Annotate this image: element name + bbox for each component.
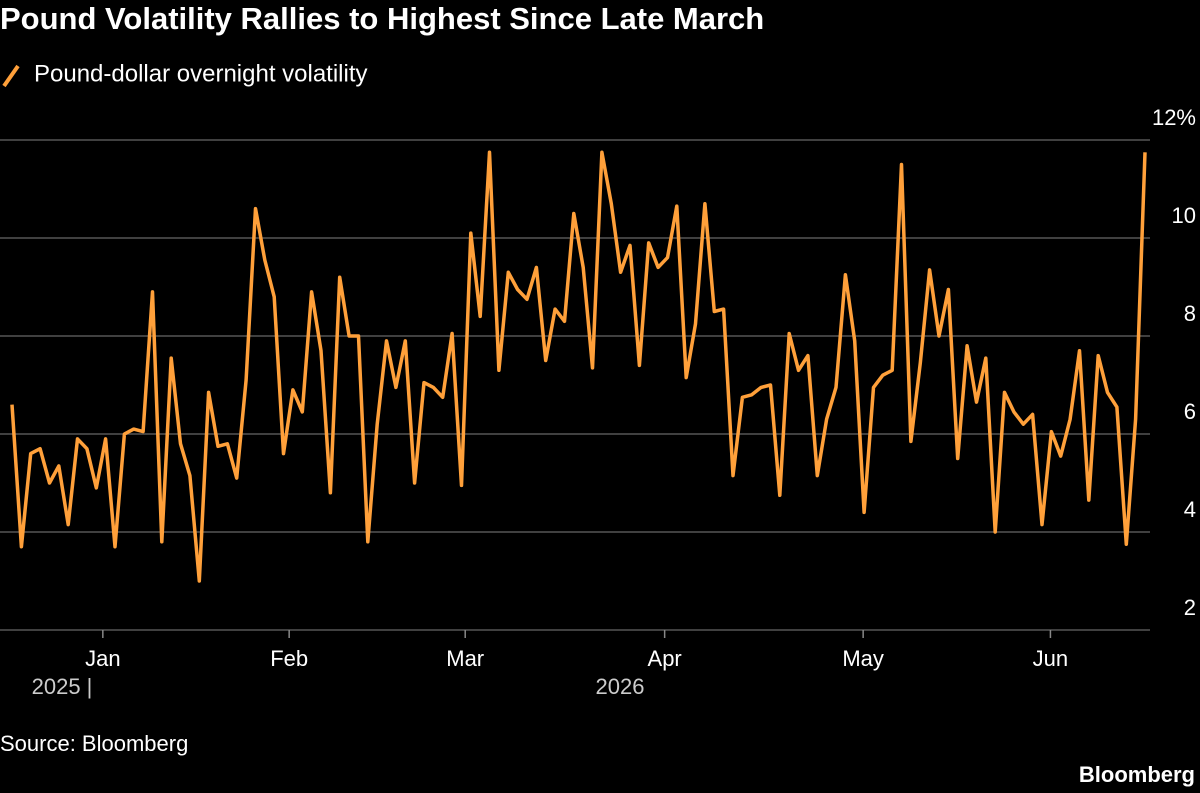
- x-tick-label: May: [842, 646, 884, 671]
- chart-title: Pound Volatility Rallies to Highest Sinc…: [0, 1, 764, 36]
- brand: Bloomberg: [1079, 762, 1195, 787]
- year-label: 2025 |: [32, 674, 93, 699]
- y-tick-label: 6: [1184, 399, 1196, 424]
- y-tick-label: 8: [1184, 301, 1196, 326]
- y-tick-label: 12%: [1152, 105, 1196, 130]
- x-tick-label: Apr: [648, 646, 682, 671]
- x-tick-label: Jun: [1033, 646, 1068, 671]
- legend-swatch: [2, 64, 20, 88]
- y-tick-label: 10: [1172, 203, 1196, 228]
- x-tick-label: Jan: [85, 646, 120, 671]
- x-tick-label: Feb: [270, 646, 308, 671]
- year-label: 2026: [596, 674, 645, 699]
- series-line: [10, 150, 1147, 583]
- y-tick-label: 4: [1184, 497, 1196, 522]
- legend-label: Pound-dollar overnight volatility: [34, 60, 368, 87]
- y-tick-label: 2: [1184, 595, 1196, 620]
- plot: 2 4 6 8 10 12% Jan Feb Mar Apr May Jun: [0, 105, 1196, 671]
- source: Source: Bloomberg: [0, 731, 188, 756]
- x-tick-label: Mar: [446, 646, 484, 671]
